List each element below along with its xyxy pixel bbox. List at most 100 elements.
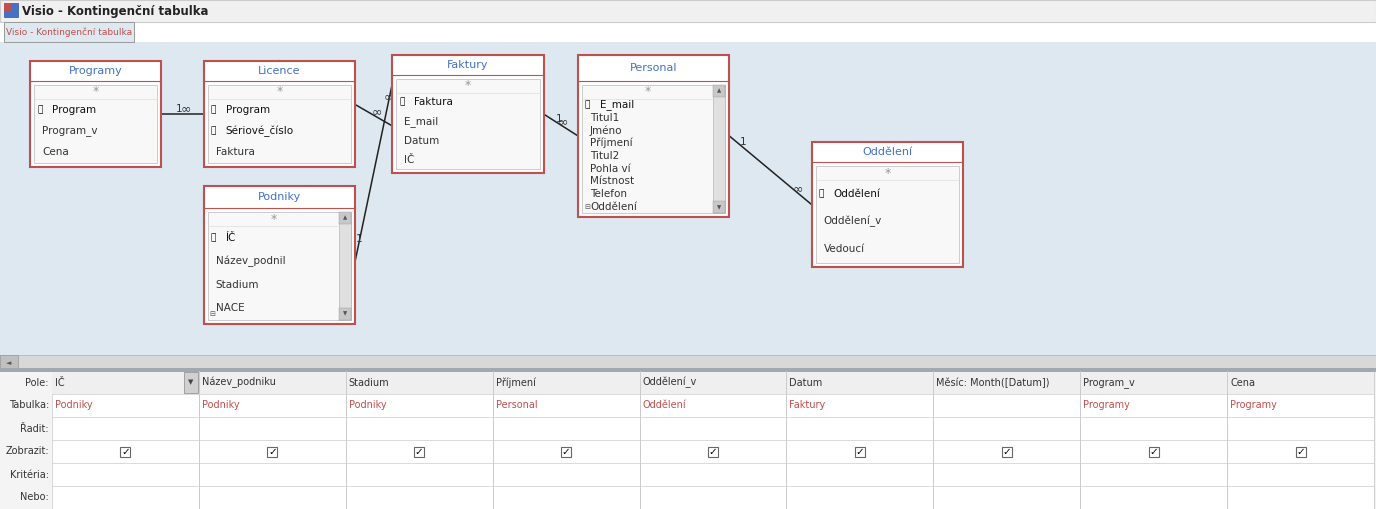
Bar — [338, 212, 351, 224]
Bar — [184, 372, 198, 393]
Bar — [0, 355, 1376, 371]
Text: Podniky: Podniky — [257, 192, 301, 202]
Text: ✓: ✓ — [856, 446, 864, 457]
Text: Název_podniku: Název_podniku — [202, 377, 275, 388]
Text: Datum: Datum — [790, 378, 823, 387]
Bar — [34, 85, 157, 163]
Text: Příjmení: Příjmení — [495, 377, 535, 388]
Text: Visio - Kontingenční tabulka: Visio - Kontingenční tabulka — [22, 5, 209, 17]
Text: ▼: ▼ — [717, 205, 721, 210]
Text: ✓: ✓ — [561, 446, 571, 457]
Text: 1: 1 — [556, 114, 561, 124]
Bar — [578, 54, 729, 217]
Text: Telefon: Telefon — [590, 189, 627, 199]
Text: Visio - Kontingenční tabulka: Visio - Kontingenční tabulka — [6, 27, 132, 37]
Text: 🔑: 🔑 — [399, 98, 405, 107]
Bar — [816, 166, 959, 263]
Bar — [4, 3, 11, 11]
Text: Kritéria:: Kritéria: — [10, 469, 50, 479]
Bar — [204, 61, 355, 167]
Text: Řadit:: Řadit: — [21, 423, 50, 434]
Bar — [52, 371, 1375, 394]
Text: Pole:: Pole: — [26, 378, 50, 387]
Bar — [0, 0, 1376, 22]
Text: Faktura: Faktura — [216, 148, 255, 157]
Text: ∞: ∞ — [557, 115, 568, 128]
Text: Měsíc: Month([Datum]): Měsíc: Month([Datum]) — [936, 377, 1050, 388]
Text: *: * — [885, 166, 890, 180]
Text: ▼: ▼ — [343, 311, 347, 316]
Text: Programy: Programy — [69, 66, 122, 76]
Text: Sériové_číslo: Sériové_číslo — [226, 125, 293, 137]
Bar — [208, 212, 351, 320]
Text: ✓: ✓ — [1002, 446, 1011, 457]
Bar — [713, 84, 725, 213]
Text: ✓: ✓ — [414, 446, 424, 457]
Bar — [4, 3, 18, 17]
Text: 1: 1 — [176, 104, 182, 114]
Text: Program_v: Program_v — [1083, 377, 1135, 388]
Bar — [812, 142, 963, 267]
Text: ✓: ✓ — [1296, 446, 1304, 457]
Text: 🔑: 🔑 — [819, 189, 824, 199]
Text: IČ: IČ — [405, 155, 414, 165]
Bar — [1002, 446, 1011, 457]
Bar — [561, 446, 571, 457]
Bar — [121, 446, 131, 457]
Text: NACE: NACE — [216, 303, 245, 313]
Text: Místnost: Místnost — [590, 177, 634, 186]
Text: Název_podnil: Název_podnil — [216, 256, 285, 267]
Text: ▲: ▲ — [343, 215, 347, 220]
Text: Zobrazit:: Zobrazit: — [6, 446, 50, 457]
Text: ÍČ: ÍČ — [226, 233, 237, 243]
Text: ∞: ∞ — [372, 105, 381, 119]
Bar — [854, 446, 866, 457]
Bar — [392, 54, 544, 174]
Text: 🔑: 🔑 — [211, 233, 216, 242]
Bar — [208, 85, 351, 163]
Bar — [338, 212, 351, 320]
Bar — [414, 446, 424, 457]
Bar — [713, 201, 725, 213]
Text: Titul1: Titul1 — [590, 112, 619, 123]
Text: Programy: Programy — [1230, 401, 1277, 410]
Text: Stadium: Stadium — [216, 279, 259, 290]
Text: ✓: ✓ — [709, 446, 717, 457]
Bar — [0, 42, 1376, 355]
Text: IČ: IČ — [55, 378, 65, 387]
Text: Oddělení: Oddělení — [834, 189, 881, 199]
Bar — [267, 446, 278, 457]
Bar — [713, 84, 725, 97]
Bar — [396, 78, 539, 169]
Text: 1: 1 — [292, 60, 299, 70]
Bar — [338, 308, 351, 320]
Text: Cena: Cena — [43, 148, 69, 157]
Text: Příjmení: Příjmení — [590, 138, 633, 149]
Text: Tabulka:: Tabulka: — [8, 401, 50, 410]
Text: ⊟: ⊟ — [209, 310, 216, 317]
Text: 1: 1 — [355, 234, 362, 244]
Text: Podniky: Podniky — [202, 401, 239, 410]
Text: 🔑: 🔑 — [211, 127, 216, 135]
Text: Cena: Cena — [1230, 378, 1255, 387]
Text: Podniky: Podniky — [55, 401, 92, 410]
Text: ✓: ✓ — [121, 446, 129, 457]
Bar — [0, 368, 1376, 372]
Text: ∞: ∞ — [793, 182, 804, 195]
Text: E_mail: E_mail — [600, 99, 634, 110]
Text: Titul2: Titul2 — [590, 151, 619, 161]
Text: Nebo:: Nebo: — [21, 493, 50, 502]
Text: Personal: Personal — [630, 63, 677, 73]
Text: Oddělení_v: Oddělení_v — [824, 216, 882, 228]
Text: E_mail: E_mail — [405, 116, 439, 127]
Text: Oddělení: Oddělení — [590, 202, 637, 212]
Text: ◄: ◄ — [7, 360, 11, 366]
Text: Program: Program — [52, 104, 96, 115]
Bar — [52, 371, 1375, 509]
Bar — [0, 371, 1376, 509]
Bar — [0, 355, 18, 371]
Bar — [4, 22, 133, 42]
Bar — [709, 446, 718, 457]
Text: *: * — [270, 213, 277, 225]
Text: Program_v: Program_v — [43, 126, 98, 136]
